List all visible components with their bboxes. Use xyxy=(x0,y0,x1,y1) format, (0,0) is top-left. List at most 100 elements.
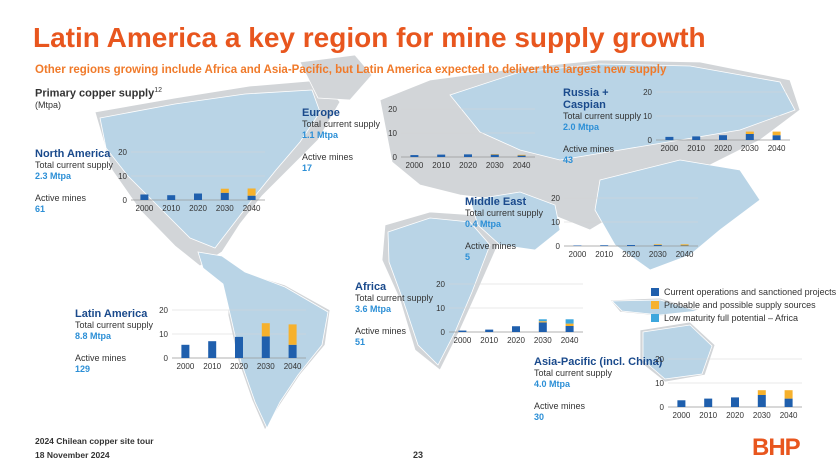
bar-segment xyxy=(167,195,176,200)
y-tick-label: 10 xyxy=(655,379,664,388)
legend-swatch-probable xyxy=(651,300,659,309)
active-mines-label: Active mines xyxy=(534,401,586,411)
region-info-north-america: North America Total current supply 2.3 M… xyxy=(35,148,120,215)
x-tick-label: 2000 xyxy=(136,204,154,213)
australia-highlight xyxy=(642,324,713,380)
y-tick-label: 20 xyxy=(551,194,560,203)
bar-segment xyxy=(261,323,270,337)
bar-segment xyxy=(208,341,217,358)
y-tick-label: 10 xyxy=(388,129,397,138)
bar-segment xyxy=(627,245,635,246)
chart-group-title-text: Primary copper supply xyxy=(35,87,155,100)
bar-segment xyxy=(784,398,793,407)
y-tick-label: 0 xyxy=(164,354,169,363)
bar-segment xyxy=(410,155,419,157)
total-supply-value: 2.3 Mtpa xyxy=(35,171,72,181)
y-tick-label: 0 xyxy=(660,403,665,412)
bar-segment xyxy=(731,397,739,407)
bar-segment xyxy=(485,329,494,332)
region-name: Africa xyxy=(355,281,387,293)
region-info-middle-east: Middle East Total current supply 0.4 Mtp… xyxy=(465,196,555,263)
y-tick-label: 10 xyxy=(643,112,652,121)
x-tick-label: 2000 xyxy=(569,250,587,259)
x-tick-label: 2030 xyxy=(753,411,771,420)
total-supply-value: 4.0 Mtpa xyxy=(534,379,571,389)
bar-segment xyxy=(757,390,766,395)
total-supply-value: 2.0 Mtpa xyxy=(563,122,600,132)
bar-segment xyxy=(745,131,754,134)
y-tick-label: 20 xyxy=(388,105,397,114)
x-tick-label: 2020 xyxy=(230,362,248,371)
bar-segment xyxy=(140,194,149,200)
bar-segment xyxy=(437,154,446,157)
highlighted-regions xyxy=(99,63,796,429)
bar-segment xyxy=(288,324,297,345)
x-tick-label: 2010 xyxy=(432,161,450,170)
x-tick-label: 2000 xyxy=(454,336,472,345)
latin-america-chart: 0 10 20 2000 2010 2020 2030 2040 xyxy=(159,306,306,371)
active-mines-value: 51 xyxy=(355,337,366,347)
russia-caspian-highlight xyxy=(449,63,796,161)
total-supply-value: 1.1 Mtpa xyxy=(302,130,339,140)
bar-segment xyxy=(565,319,574,324)
active-mines-label: Active mines xyxy=(35,193,87,203)
bar-segment xyxy=(181,344,190,358)
active-mines-label: Active mines xyxy=(563,144,615,154)
total-supply-label: Total current supply xyxy=(355,293,434,303)
north-america-chart: 0 10 20 2000 2010 2020 2030 2040 xyxy=(118,148,265,213)
y-tick-label: 10 xyxy=(118,172,127,181)
x-tick-label: 2000 xyxy=(673,411,691,420)
bar-segment xyxy=(512,326,520,332)
europe-chart: 0 10 20 2000 2010 2020 2030 2040 xyxy=(388,105,535,170)
active-mines-label: Active mines xyxy=(465,241,517,251)
x-tick-label: 2030 xyxy=(649,250,667,259)
x-tick-label: 2040 xyxy=(780,411,798,420)
active-mines-value: 61 xyxy=(35,204,46,214)
active-mines-value: 5 xyxy=(465,252,471,262)
active-mines-value: 30 xyxy=(534,412,545,422)
africa-chart: 0 10 20 2000 2010 2020 2030 2040 xyxy=(436,280,583,345)
x-tick-label: 2020 xyxy=(459,161,477,170)
legend-label: Low maturity full potential – Africa xyxy=(664,312,799,323)
y-tick-label: 20 xyxy=(436,280,445,289)
y-tick-label: 20 xyxy=(159,306,168,315)
bar-segment xyxy=(538,322,547,332)
bar-segment xyxy=(565,326,574,332)
bar-segment xyxy=(704,398,713,407)
x-tick-label: 2010 xyxy=(480,336,498,345)
bar-segment xyxy=(653,245,662,246)
x-tick-label: 2020 xyxy=(714,144,732,153)
region-name: Asia-Pacific (incl. China) xyxy=(534,356,663,368)
y-tick-label: 0 xyxy=(648,136,653,145)
y-tick-label: 0 xyxy=(393,153,398,162)
y-tick-label: 20 xyxy=(655,355,664,364)
x-tick-label: 2040 xyxy=(284,362,302,371)
y-tick-label: 10 xyxy=(159,330,168,339)
y-tick-label: 10 xyxy=(551,218,560,227)
bar-segment xyxy=(490,154,499,157)
active-mines-value: 17 xyxy=(302,163,313,173)
total-supply-label: Total current supply xyxy=(534,368,613,378)
legend-item-low-maturity: Low maturity full potential – Africa xyxy=(651,311,836,324)
region-info-africa: Africa Total current supply 3.6 Mtpa Act… xyxy=(355,281,440,348)
region-name: Middle East xyxy=(465,196,527,208)
bar-segment xyxy=(653,244,662,246)
x-tick-label: 2030 xyxy=(257,362,275,371)
x-tick-label: 2010 xyxy=(595,250,613,259)
bar-segment xyxy=(692,136,701,140)
x-tick-label: 2040 xyxy=(768,144,786,153)
bar-segment xyxy=(458,330,467,332)
y-tick-label: 0 xyxy=(123,196,128,205)
total-supply-label: Total current supply xyxy=(75,320,154,330)
x-tick-label: 2030 xyxy=(534,336,552,345)
x-tick-label: 2030 xyxy=(486,161,504,170)
bar-segment xyxy=(772,131,781,136)
footer-event: 2024 Chilean copper site tour xyxy=(35,436,154,446)
bar-segment xyxy=(784,390,793,399)
active-mines-label: Active mines xyxy=(302,152,354,162)
active-mines-label: Active mines xyxy=(75,353,127,363)
region-info-latin-america: Latin America Total current supply 8.8 M… xyxy=(75,308,160,375)
page-title: Latin America a key region for mine supp… xyxy=(33,22,706,53)
x-tick-label: 2010 xyxy=(699,411,717,420)
